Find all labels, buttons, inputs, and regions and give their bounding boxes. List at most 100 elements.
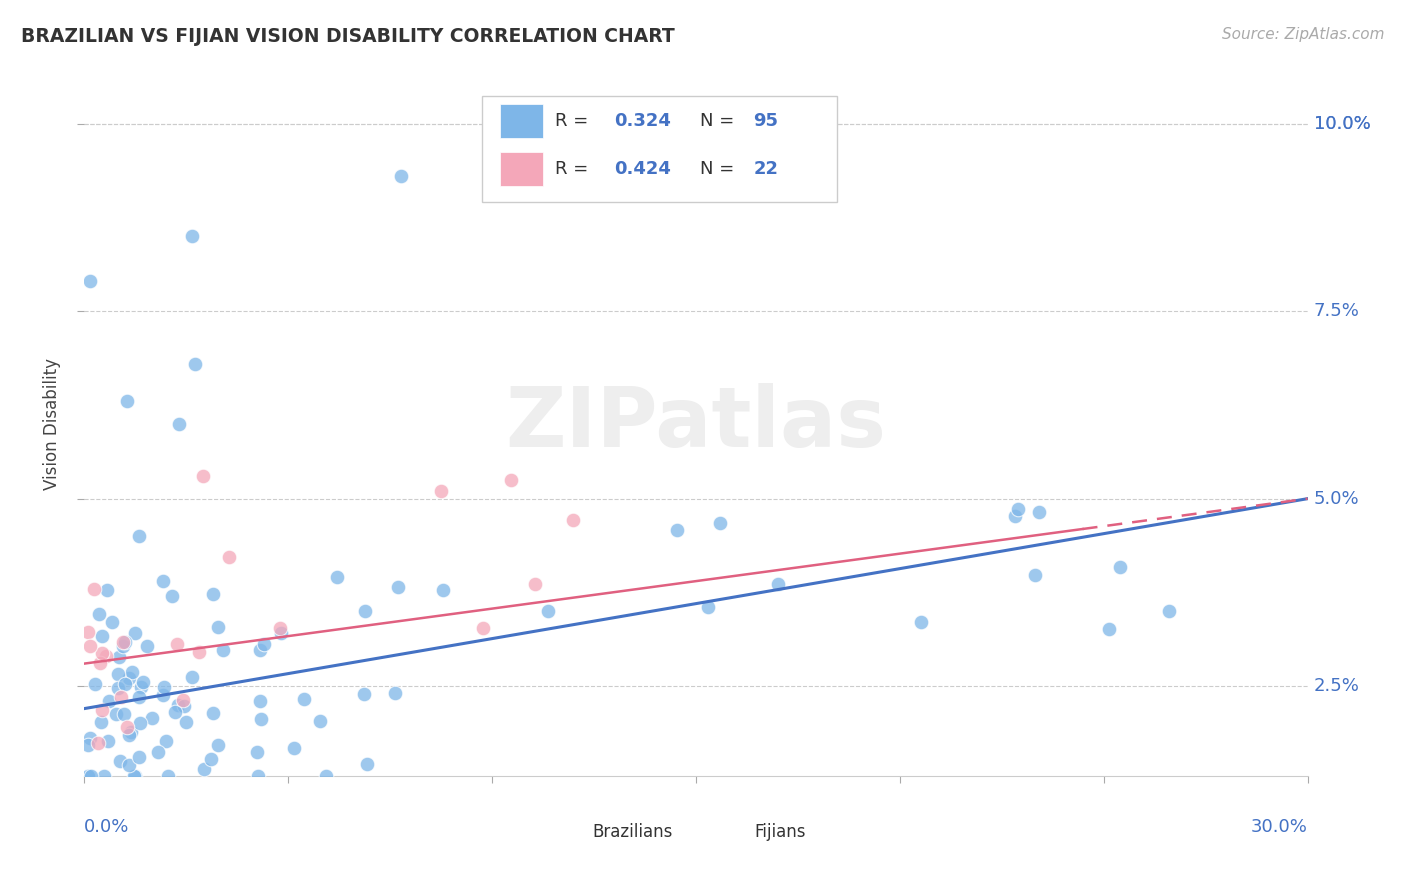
- Point: [155, 734, 177, 748]
- Point: [91, 629, 114, 643]
- Point: [1109, 559, 1132, 574]
- Point: [766, 577, 789, 591]
- Point: [1007, 501, 1029, 516]
- Point: [253, 637, 276, 651]
- Point: [1157, 604, 1180, 618]
- Point: [353, 687, 375, 701]
- Point: [108, 754, 131, 768]
- Text: 2.5%: 2.5%: [1313, 677, 1360, 695]
- Point: [77, 769, 100, 783]
- Point: [97, 734, 120, 748]
- Text: Source: ZipAtlas.com: Source: ZipAtlas.com: [1222, 27, 1385, 42]
- Point: [156, 769, 179, 783]
- Point: [77, 738, 100, 752]
- Point: [124, 769, 146, 783]
- Point: [107, 681, 129, 696]
- Point: [562, 513, 585, 527]
- Point: [180, 670, 202, 684]
- Point: [87, 607, 110, 622]
- Text: 0.324: 0.324: [614, 112, 671, 130]
- Point: [387, 580, 409, 594]
- Point: [105, 706, 128, 721]
- Point: [112, 640, 135, 654]
- Point: [96, 649, 118, 664]
- Point: [112, 706, 135, 721]
- Point: [115, 394, 138, 409]
- Point: [83, 677, 105, 691]
- Point: [166, 637, 188, 651]
- Point: [249, 642, 271, 657]
- Point: [174, 715, 197, 730]
- Text: 10.0%: 10.0%: [1313, 115, 1371, 133]
- Point: [697, 600, 720, 615]
- Point: [1004, 508, 1026, 523]
- Point: [117, 728, 139, 742]
- Point: [132, 675, 155, 690]
- Point: [202, 587, 225, 601]
- Point: [96, 582, 118, 597]
- Point: [107, 666, 129, 681]
- FancyBboxPatch shape: [482, 96, 837, 202]
- Point: [283, 741, 305, 756]
- Point: [356, 756, 378, 771]
- Point: [200, 752, 222, 766]
- Text: 5.0%: 5.0%: [1313, 490, 1360, 508]
- Point: [165, 706, 187, 720]
- Y-axis label: Vision Disability: Vision Disability: [44, 358, 62, 490]
- Point: [218, 550, 240, 565]
- Point: [315, 769, 337, 783]
- Point: [247, 769, 270, 783]
- Text: R =: R =: [555, 160, 595, 178]
- Bar: [550, 817, 583, 847]
- Point: [249, 694, 271, 708]
- Point: [89, 656, 111, 670]
- Point: [79, 769, 101, 783]
- Point: [128, 690, 150, 704]
- Point: [269, 621, 291, 635]
- Point: [120, 725, 142, 739]
- Point: [114, 635, 136, 649]
- Point: [129, 715, 152, 730]
- Text: 7.5%: 7.5%: [1313, 302, 1360, 320]
- Bar: [501, 104, 543, 138]
- Point: [430, 484, 453, 499]
- Point: [141, 711, 163, 725]
- Point: [117, 671, 139, 685]
- Point: [118, 757, 141, 772]
- Point: [249, 712, 271, 726]
- Point: [87, 736, 110, 750]
- Point: [173, 698, 195, 713]
- Point: [110, 690, 132, 704]
- Point: [207, 620, 229, 634]
- Point: [184, 357, 207, 371]
- Text: R =: R =: [555, 112, 595, 130]
- Point: [187, 645, 209, 659]
- Point: [354, 604, 377, 618]
- Point: [167, 417, 190, 431]
- Bar: [501, 152, 543, 186]
- Point: [294, 691, 316, 706]
- Point: [432, 583, 454, 598]
- Point: [212, 643, 235, 657]
- Point: [101, 615, 124, 630]
- Point: [148, 745, 170, 759]
- Point: [124, 626, 146, 640]
- Point: [114, 677, 136, 691]
- Point: [83, 582, 105, 596]
- Point: [93, 769, 115, 783]
- Point: [1098, 623, 1121, 637]
- Point: [91, 702, 114, 716]
- Point: [536, 604, 558, 618]
- Text: Brazilians: Brazilians: [592, 822, 672, 840]
- Point: [115, 720, 138, 734]
- Text: 22: 22: [754, 160, 779, 178]
- Point: [709, 516, 731, 530]
- Bar: [714, 817, 748, 847]
- Point: [193, 469, 215, 483]
- Point: [246, 745, 269, 759]
- Point: [1028, 505, 1050, 519]
- Point: [207, 738, 229, 752]
- Point: [384, 686, 406, 700]
- Point: [1024, 568, 1046, 582]
- Point: [193, 762, 215, 776]
